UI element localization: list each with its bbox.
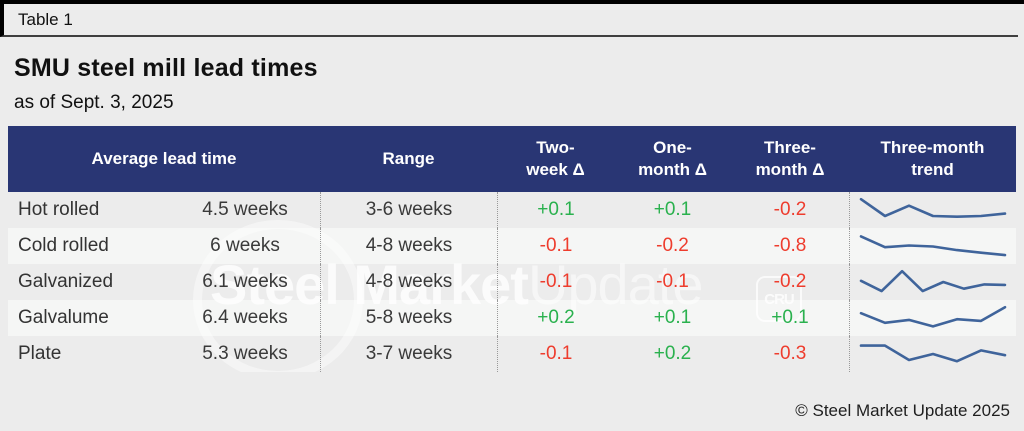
table-header-row: Average lead time Range Two- week Δ One-…	[8, 126, 1016, 192]
range-cell: 3-6 weeks	[320, 192, 497, 228]
product-cell: Galvalume	[18, 307, 109, 328]
product-cell: Cold rolled	[18, 235, 109, 256]
trend-sparkline	[859, 235, 1007, 257]
lead-times-table: Average lead time Range Two- week Δ One-…	[8, 126, 1016, 372]
avg-lead-time-cell: 4.5 weeks	[202, 199, 288, 220]
trend-sparkline	[859, 344, 1007, 363]
three-month-delta-cell: +0.1	[771, 307, 809, 328]
header-cell-three-month-delta: Three- month Δ	[731, 137, 849, 181]
table-row-galvanized: Galvanized 6.1 weeks 4-8 weeks -0.1 -0.1…	[8, 264, 1016, 300]
two-week-delta-cell: -0.1	[497, 336, 614, 372]
table-label: Table 1	[18, 10, 73, 29]
one-month-delta-cell: +0.1	[653, 307, 692, 328]
product-cell: Hot rolled	[18, 199, 100, 220]
avg-lead-time-cell: 6 weeks	[210, 235, 280, 256]
three-month-delta-cell: -0.2	[773, 271, 807, 292]
trend-cell	[849, 300, 1016, 336]
trend-cell	[849, 228, 1016, 264]
table-row-cold-rolled: Cold rolled 6 weeks 4-8 weeks -0.1 -0.2 …	[8, 228, 1016, 264]
two-week-delta-cell: -0.1	[497, 264, 614, 300]
top-border	[0, 0, 1024, 4]
header-cell-range: Range	[382, 148, 435, 168]
header-cell-one-month-delta: One- month Δ	[614, 137, 731, 181]
range-cell: 5-8 weeks	[320, 300, 497, 336]
trend-cell	[849, 192, 1016, 228]
one-month-delta-cell: +0.1	[653, 199, 692, 220]
header-one-month-line2: month Δ	[638, 160, 707, 179]
one-month-delta-cell: +0.2	[653, 343, 692, 364]
header-three-month-line1: Three-	[764, 137, 816, 157]
avg-lead-time-cell: 6.1 weeks	[202, 271, 288, 292]
one-month-delta-cell: -0.2	[656, 235, 689, 256]
header-cell-two-week-delta: Two- week Δ	[497, 137, 614, 181]
header-three-month-line2: month Δ	[755, 160, 825, 179]
table-label-band: Table 1	[0, 4, 1018, 37]
two-week-delta-cell: +0.1	[497, 192, 614, 228]
avg-lead-time-cell: 5.3 weeks	[202, 343, 288, 364]
trend-sparkline	[859, 305, 1007, 328]
header-two-week-line1: Two-	[536, 137, 575, 157]
three-month-delta-cell: -0.3	[773, 343, 807, 364]
product-cell: Galvanized	[18, 271, 114, 292]
header-one-month-line1: One-	[653, 137, 692, 157]
range-cell: 4-8 weeks	[320, 228, 497, 264]
trend-sparkline	[859, 269, 1007, 293]
page-title: SMU steel mill lead times	[14, 54, 318, 82]
page-subtitle: as of Sept. 3, 2025	[14, 92, 174, 113]
header-trend-line1: Three-month	[880, 137, 985, 157]
range-cell: 4-8 weeks	[320, 264, 497, 300]
three-month-delta-cell: -0.8	[773, 235, 807, 256]
product-cell: Plate	[18, 343, 62, 364]
three-month-delta-cell: -0.2	[773, 199, 807, 220]
two-week-delta-cell: +0.2	[497, 300, 614, 336]
table-row-galvalume: Galvalume 6.4 weeks 5-8 weeks +0.2 +0.1 …	[8, 300, 1016, 336]
trend-cell	[849, 264, 1016, 300]
header-trend-line2: trend	[911, 160, 954, 179]
header-two-week-line2: week Δ	[526, 160, 585, 179]
trend-sparkline	[859, 197, 1007, 219]
range-cell: 3-7 weeks	[320, 336, 497, 372]
copyright-footer: © Steel Market Update 2025	[795, 401, 1010, 420]
header-cell-three-month-trend: Three-month trend	[849, 137, 1016, 181]
table-row-hot-rolled: Hot rolled 4.5 weeks 3-6 weeks +0.1 +0.1…	[8, 192, 1016, 228]
header-cell-average-lead-time: Average lead time	[91, 148, 237, 168]
two-week-delta-cell: -0.1	[497, 228, 614, 264]
table-body: Hot rolled 4.5 weeks 3-6 weeks +0.1 +0.1…	[8, 192, 1016, 372]
table-row-plate: Plate 5.3 weeks 3-7 weeks -0.1 +0.2 -0.3	[8, 336, 1016, 372]
one-month-delta-cell: -0.1	[656, 271, 689, 292]
trend-cell	[849, 336, 1016, 372]
avg-lead-time-cell: 6.4 weeks	[202, 307, 288, 328]
